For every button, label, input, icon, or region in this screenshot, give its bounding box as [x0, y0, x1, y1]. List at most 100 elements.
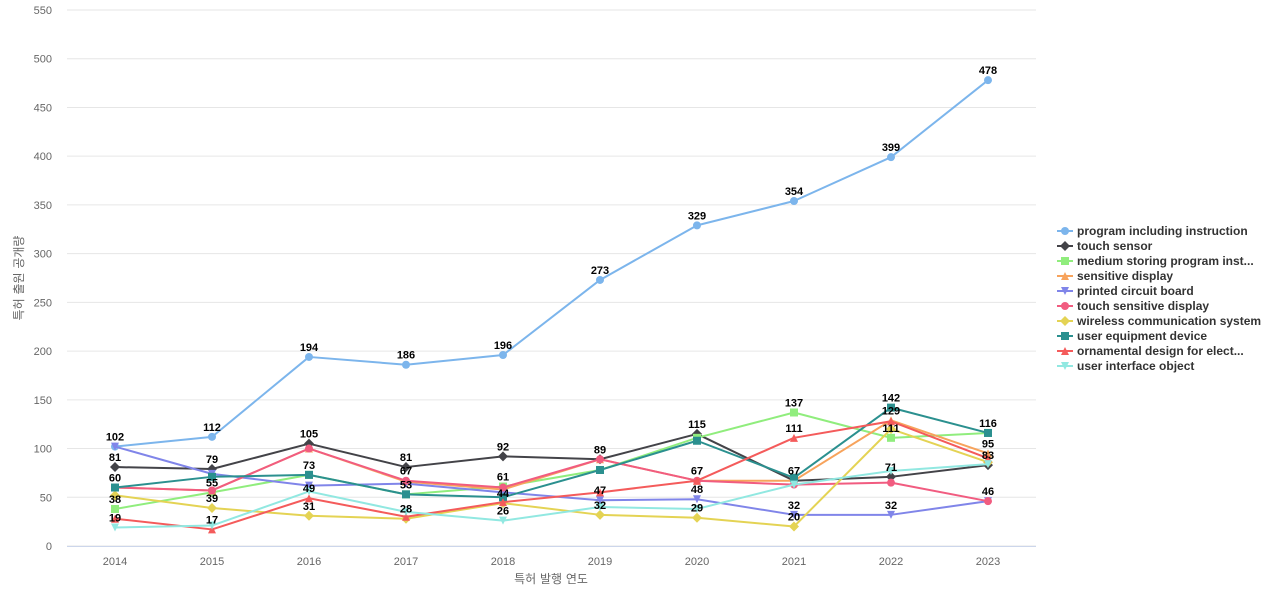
series-8 [111, 403, 992, 502]
data-point [596, 465, 604, 474]
data-point [596, 503, 604, 512]
series-line [114, 419, 989, 492]
data-label: 116 [979, 418, 997, 430]
data-point [305, 444, 313, 453]
series-10 [111, 460, 992, 532]
legend-item[interactable]: user interface object [1057, 359, 1194, 373]
data-point [304, 510, 314, 521]
x-tick-label: 2018 [491, 556, 515, 568]
data-point [208, 521, 216, 530]
y-tick-label: 550 [34, 5, 52, 17]
legend-label: printed circuit board [1077, 284, 1194, 298]
data-label: 92 [497, 441, 509, 453]
y-tick-label: 300 [34, 249, 52, 261]
legend-item[interactable]: wireless communication system [1057, 314, 1261, 328]
data-point [984, 428, 992, 437]
data-label: 115 [688, 419, 706, 431]
legend-item[interactable]: printed circuit board [1057, 284, 1194, 298]
data-point [402, 507, 410, 516]
y-tick-label: 350 [34, 200, 52, 212]
data-point [693, 476, 701, 485]
legend-marker [1061, 362, 1069, 370]
series-line [114, 447, 989, 503]
data-label: 137 [785, 397, 803, 409]
y-axis-title: 특허 출원 공개량 [12, 236, 26, 321]
legend-item[interactable]: medium storing program inst... [1057, 254, 1254, 268]
legend-marker [1061, 287, 1069, 295]
data-label: 81 [109, 452, 121, 464]
data-label: 273 [591, 265, 609, 277]
data-point [887, 153, 895, 162]
x-tick-label: 2021 [782, 556, 806, 568]
legend-item[interactable]: program including instruction [1057, 224, 1248, 238]
legend-item[interactable]: touch sensor [1057, 239, 1153, 253]
data-label: 102 [106, 432, 124, 444]
data-label: 67 [400, 466, 412, 478]
data-point [984, 76, 992, 85]
data-label: 20 [788, 512, 800, 524]
data-label: 329 [688, 210, 706, 222]
legend-marker [1061, 257, 1069, 265]
legend-label: touch sensitive display [1077, 299, 1209, 313]
data-point [402, 512, 410, 521]
legend-item[interactable]: sensitive display [1057, 269, 1173, 283]
data-point [208, 432, 216, 441]
legend-marker [1061, 332, 1069, 340]
data-point [790, 197, 798, 206]
data-point [789, 521, 799, 532]
series-line [114, 420, 989, 531]
legend-marker [1061, 227, 1069, 235]
data-label: 105 [300, 429, 318, 441]
data-label: 95 [982, 438, 994, 450]
data-label: 53 [400, 479, 412, 491]
data-label: 111 [785, 423, 802, 435]
data-label: 32 [788, 500, 800, 512]
data-point [596, 275, 604, 284]
x-tick-label: 2015 [200, 556, 224, 568]
data-label: 89 [594, 444, 606, 456]
legend-label: wireless communication system [1076, 314, 1261, 328]
legend-marker [1061, 272, 1069, 280]
x-tick-label: 2023 [976, 556, 1000, 568]
data-label: 61 [497, 472, 509, 484]
data-point [790, 473, 798, 482]
data-point [402, 360, 410, 369]
legend-item[interactable]: user equipment device [1057, 329, 1207, 343]
data-label: 79 [206, 454, 218, 466]
y-tick-label: 200 [34, 346, 52, 358]
data-label: 19 [109, 512, 121, 524]
grid-lines [67, 9, 1036, 547]
legend-label: user interface object [1077, 359, 1194, 373]
data-label: 73 [303, 460, 315, 472]
data-point [305, 470, 313, 479]
data-label: 478 [979, 65, 997, 77]
data-point [887, 478, 895, 487]
legend-label: ornamental design for elect... [1077, 344, 1244, 358]
legend-label: user equipment device [1077, 329, 1207, 343]
legend-marker [1060, 316, 1070, 326]
data-point [498, 451, 508, 462]
data-point [693, 495, 701, 504]
legend-item[interactable]: ornamental design for elect... [1057, 344, 1244, 358]
data-point [596, 488, 604, 497]
legend-label: touch sensor [1077, 239, 1153, 253]
data-point [401, 462, 411, 473]
data-point [110, 490, 120, 501]
data-label: 48 [691, 484, 703, 496]
data-point [499, 493, 507, 502]
data-label: 28 [400, 504, 412, 516]
legend-item[interactable]: touch sensitive display [1057, 299, 1209, 313]
data-point [111, 523, 119, 532]
x-tick-label: 2014 [103, 556, 127, 568]
data-label: 39 [206, 493, 218, 505]
data-point [402, 490, 410, 499]
y-tick-label: 250 [34, 297, 52, 309]
data-label: 142 [882, 393, 900, 405]
data-point [790, 408, 798, 417]
legend-label: sensitive display [1077, 269, 1173, 283]
data-point [499, 350, 507, 359]
data-point [111, 483, 119, 492]
